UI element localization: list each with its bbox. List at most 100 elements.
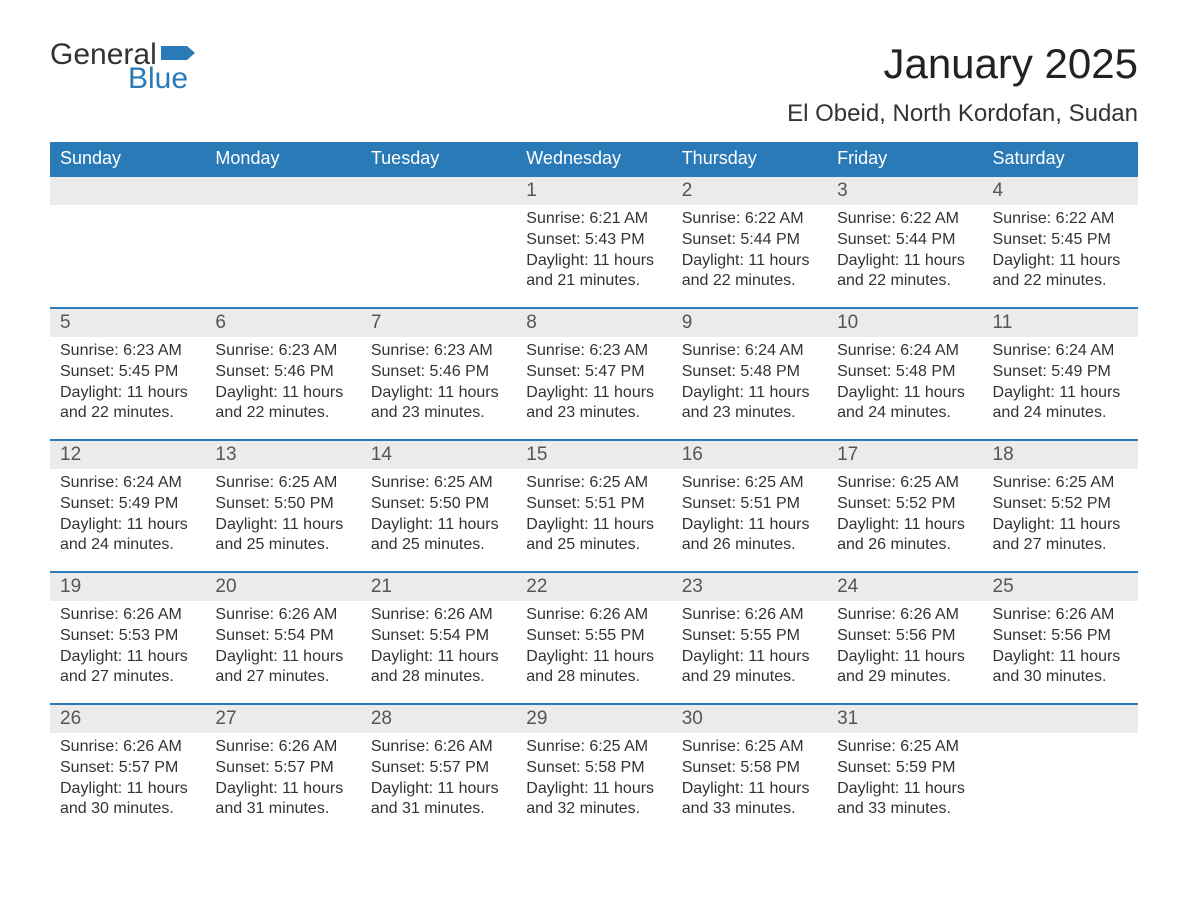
brand-word-2: Blue [128, 64, 188, 94]
day-number: 23 [672, 573, 827, 601]
sunset-line: Sunset: 5:58 PM [682, 758, 817, 779]
sunrise-line: Sunrise: 6:25 AM [993, 473, 1128, 494]
page-title: January 2025 [883, 40, 1138, 88]
day-details: Sunrise: 6:23 AMSunset: 5:46 PMDaylight:… [205, 337, 360, 434]
calendar-day-cell: 11Sunrise: 6:24 AMSunset: 5:49 PMDayligh… [983, 307, 1138, 439]
sunrise-line: Sunrise: 6:22 AM [682, 209, 817, 230]
day-number: 26 [50, 705, 205, 733]
day-details: Sunrise: 6:26 AMSunset: 5:54 PMDaylight:… [205, 601, 360, 698]
daylight-line: Daylight: 11 hours and 27 minutes. [215, 647, 350, 689]
calendar-day-cell: 4Sunrise: 6:22 AMSunset: 5:45 PMDaylight… [983, 175, 1138, 307]
daylight-line: Daylight: 11 hours and 27 minutes. [993, 515, 1128, 557]
day-number: 8 [516, 309, 671, 337]
sunrise-line: Sunrise: 6:23 AM [215, 341, 350, 362]
calendar-day-cell: 9Sunrise: 6:24 AMSunset: 5:48 PMDaylight… [672, 307, 827, 439]
sunrise-line: Sunrise: 6:23 AM [60, 341, 195, 362]
day-number: 31 [827, 705, 982, 733]
calendar-day-cell: 25Sunrise: 6:26 AMSunset: 5:56 PMDayligh… [983, 571, 1138, 703]
day-details: Sunrise: 6:23 AMSunset: 5:45 PMDaylight:… [50, 337, 205, 434]
sunrise-line: Sunrise: 6:25 AM [526, 737, 661, 758]
weekday-header: Saturday [983, 142, 1138, 175]
calendar-day-cell [361, 175, 516, 307]
daylight-line: Daylight: 11 hours and 33 minutes. [682, 779, 817, 821]
day-details: Sunrise: 6:25 AMSunset: 5:50 PMDaylight:… [205, 469, 360, 566]
day-number: 9 [672, 309, 827, 337]
day-details: Sunrise: 6:26 AMSunset: 5:57 PMDaylight:… [361, 733, 516, 830]
day-details: Sunrise: 6:23 AMSunset: 5:46 PMDaylight:… [361, 337, 516, 434]
calendar-day-cell: 7Sunrise: 6:23 AMSunset: 5:46 PMDaylight… [361, 307, 516, 439]
calendar-day-cell: 16Sunrise: 6:25 AMSunset: 5:51 PMDayligh… [672, 439, 827, 571]
sunset-line: Sunset: 5:51 PM [526, 494, 661, 515]
calendar-week-row: 26Sunrise: 6:26 AMSunset: 5:57 PMDayligh… [50, 703, 1138, 835]
calendar-day-cell: 14Sunrise: 6:25 AMSunset: 5:50 PMDayligh… [361, 439, 516, 571]
sunset-line: Sunset: 5:44 PM [682, 230, 817, 251]
daylight-line: Daylight: 11 hours and 29 minutes. [682, 647, 817, 689]
day-number: 22 [516, 573, 671, 601]
calendar-day-cell: 2Sunrise: 6:22 AMSunset: 5:44 PMDaylight… [672, 175, 827, 307]
day-details: Sunrise: 6:25 AMSunset: 5:52 PMDaylight:… [983, 469, 1138, 566]
daylight-line: Daylight: 11 hours and 26 minutes. [682, 515, 817, 557]
sunset-line: Sunset: 5:47 PM [526, 362, 661, 383]
day-details: Sunrise: 6:24 AMSunset: 5:48 PMDaylight:… [827, 337, 982, 434]
calendar-table: Sunday Monday Tuesday Wednesday Thursday… [50, 142, 1138, 835]
sunrise-line: Sunrise: 6:23 AM [371, 341, 506, 362]
sunrise-line: Sunrise: 6:25 AM [837, 473, 972, 494]
weekday-header: Monday [205, 142, 360, 175]
daylight-line: Daylight: 11 hours and 24 minutes. [993, 383, 1128, 425]
day-number: 6 [205, 309, 360, 337]
calendar-day-cell: 18Sunrise: 6:25 AMSunset: 5:52 PMDayligh… [983, 439, 1138, 571]
daylight-line: Daylight: 11 hours and 23 minutes. [682, 383, 817, 425]
day-number-empty [983, 705, 1138, 733]
weekday-header: Tuesday [361, 142, 516, 175]
calendar-day-cell: 10Sunrise: 6:24 AMSunset: 5:48 PMDayligh… [827, 307, 982, 439]
daylight-line: Daylight: 11 hours and 25 minutes. [526, 515, 661, 557]
sunset-line: Sunset: 5:43 PM [526, 230, 661, 251]
calendar-day-cell: 22Sunrise: 6:26 AMSunset: 5:55 PMDayligh… [516, 571, 671, 703]
day-number: 4 [983, 177, 1138, 205]
sunset-line: Sunset: 5:48 PM [682, 362, 817, 383]
daylight-line: Daylight: 11 hours and 23 minutes. [371, 383, 506, 425]
day-details: Sunrise: 6:22 AMSunset: 5:44 PMDaylight:… [672, 205, 827, 302]
sunset-line: Sunset: 5:51 PM [682, 494, 817, 515]
sunrise-line: Sunrise: 6:25 AM [682, 473, 817, 494]
day-number: 2 [672, 177, 827, 205]
daylight-line: Daylight: 11 hours and 29 minutes. [837, 647, 972, 689]
calendar-day-cell: 13Sunrise: 6:25 AMSunset: 5:50 PMDayligh… [205, 439, 360, 571]
day-details: Sunrise: 6:26 AMSunset: 5:55 PMDaylight:… [672, 601, 827, 698]
calendar-day-cell: 30Sunrise: 6:25 AMSunset: 5:58 PMDayligh… [672, 703, 827, 835]
calendar-day-cell: 3Sunrise: 6:22 AMSunset: 5:44 PMDaylight… [827, 175, 982, 307]
sunrise-line: Sunrise: 6:26 AM [371, 605, 506, 626]
sunrise-line: Sunrise: 6:26 AM [60, 605, 195, 626]
day-number: 7 [361, 309, 516, 337]
daylight-line: Daylight: 11 hours and 28 minutes. [526, 647, 661, 689]
daylight-line: Daylight: 11 hours and 31 minutes. [371, 779, 506, 821]
weekday-header: Wednesday [516, 142, 671, 175]
day-number: 3 [827, 177, 982, 205]
weekday-header: Friday [827, 142, 982, 175]
sunset-line: Sunset: 5:53 PM [60, 626, 195, 647]
calendar-day-cell: 15Sunrise: 6:25 AMSunset: 5:51 PMDayligh… [516, 439, 671, 571]
sunset-line: Sunset: 5:45 PM [993, 230, 1128, 251]
sunset-line: Sunset: 5:57 PM [60, 758, 195, 779]
daylight-line: Daylight: 11 hours and 22 minutes. [837, 251, 972, 293]
sunrise-line: Sunrise: 6:25 AM [371, 473, 506, 494]
daylight-line: Daylight: 11 hours and 31 minutes. [215, 779, 350, 821]
calendar-day-cell: 6Sunrise: 6:23 AMSunset: 5:46 PMDaylight… [205, 307, 360, 439]
sunset-line: Sunset: 5:59 PM [837, 758, 972, 779]
sunrise-line: Sunrise: 6:25 AM [526, 473, 661, 494]
daylight-line: Daylight: 11 hours and 23 minutes. [526, 383, 661, 425]
sunset-line: Sunset: 5:55 PM [682, 626, 817, 647]
sunrise-line: Sunrise: 6:26 AM [682, 605, 817, 626]
calendar-day-cell: 24Sunrise: 6:26 AMSunset: 5:56 PMDayligh… [827, 571, 982, 703]
calendar-day-cell: 8Sunrise: 6:23 AMSunset: 5:47 PMDaylight… [516, 307, 671, 439]
sunrise-line: Sunrise: 6:26 AM [837, 605, 972, 626]
calendar-day-cell: 28Sunrise: 6:26 AMSunset: 5:57 PMDayligh… [361, 703, 516, 835]
day-details: Sunrise: 6:26 AMSunset: 5:57 PMDaylight:… [205, 733, 360, 830]
sunset-line: Sunset: 5:49 PM [60, 494, 195, 515]
sunrise-line: Sunrise: 6:24 AM [60, 473, 195, 494]
sunrise-line: Sunrise: 6:21 AM [526, 209, 661, 230]
day-details: Sunrise: 6:25 AMSunset: 5:51 PMDaylight:… [672, 469, 827, 566]
day-details: Sunrise: 6:26 AMSunset: 5:56 PMDaylight:… [827, 601, 982, 698]
sunrise-line: Sunrise: 6:26 AM [60, 737, 195, 758]
sunset-line: Sunset: 5:56 PM [837, 626, 972, 647]
